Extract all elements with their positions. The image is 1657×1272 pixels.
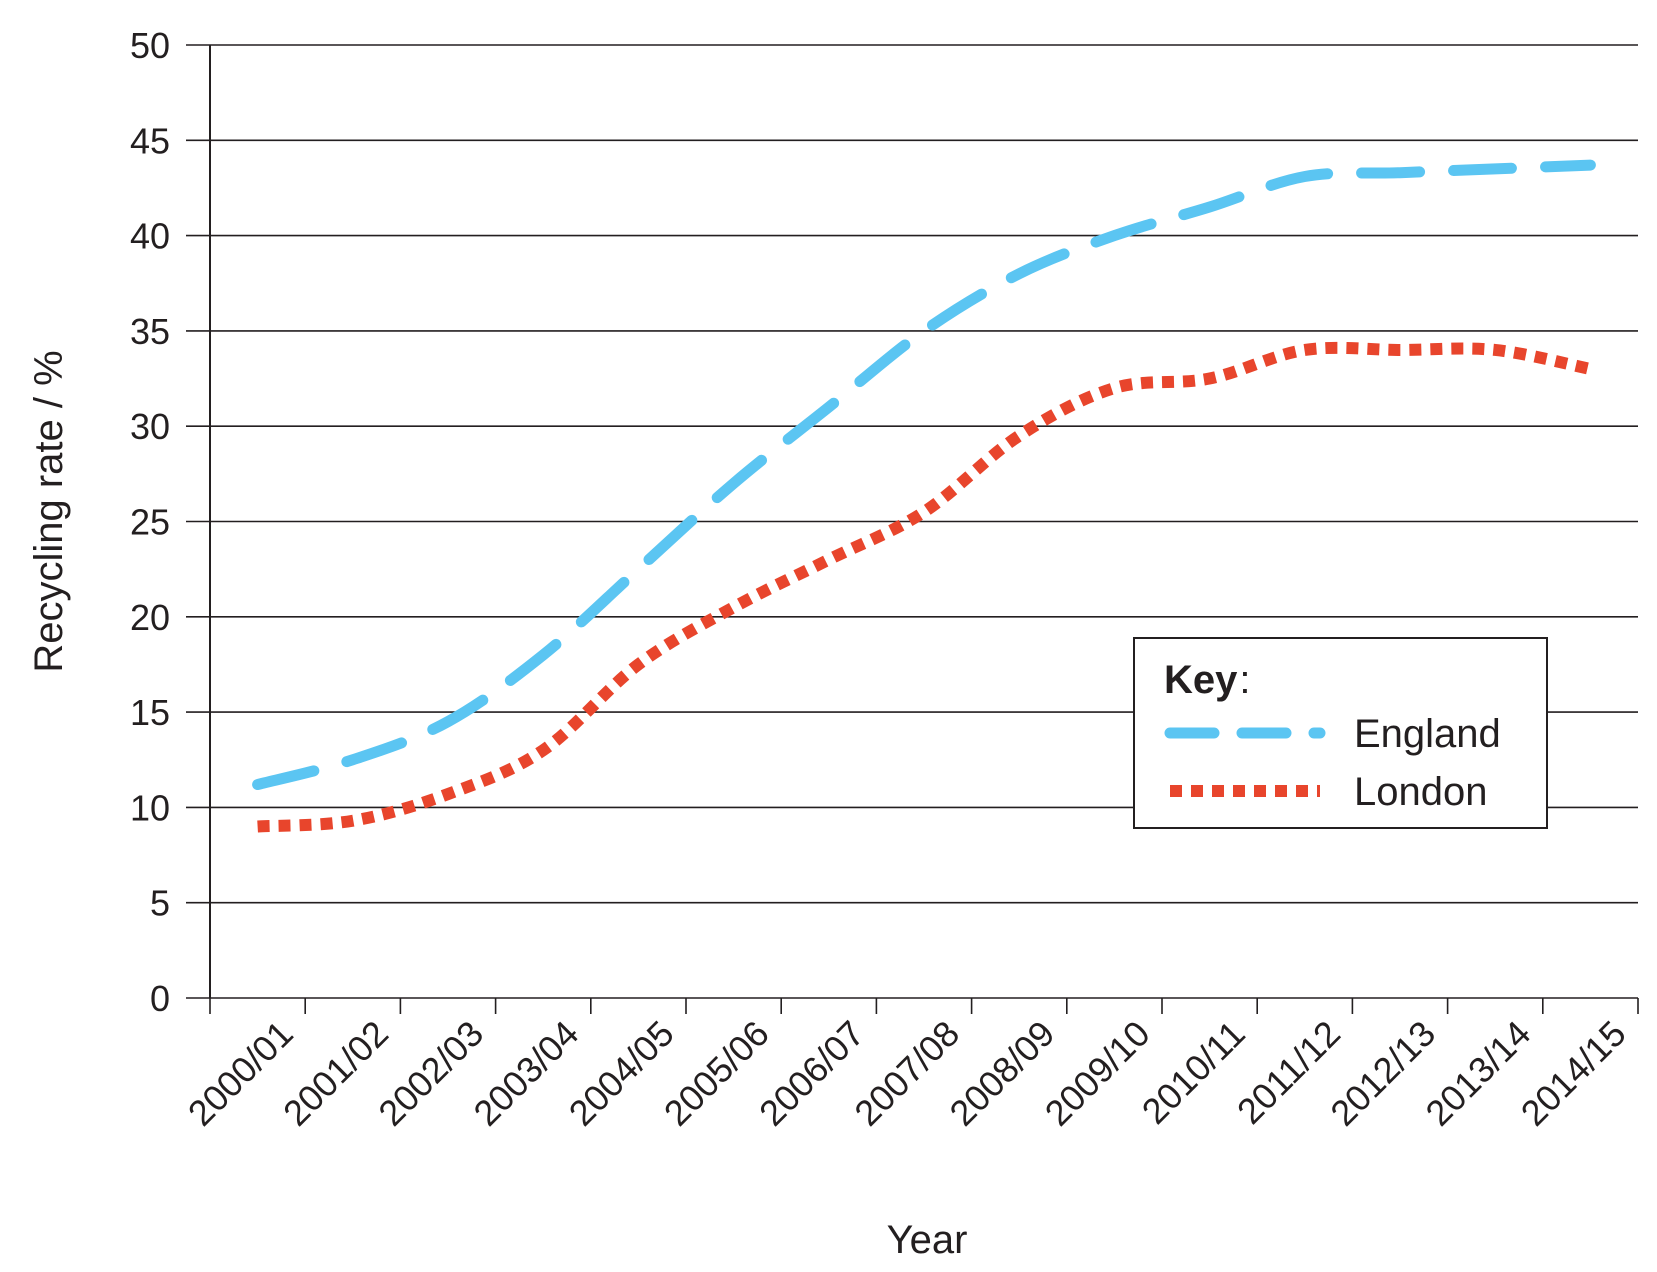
x-tick-label: 2013/14 <box>1417 1013 1538 1134</box>
legend-title-colon: : <box>1239 658 1250 702</box>
series-lines <box>252 159 1596 833</box>
y-axis-title: Recycling rate / % <box>27 350 71 672</box>
x-tick-label: 2004/05 <box>561 1013 682 1134</box>
y-tick-label: 25 <box>130 502 170 543</box>
x-tick-label: 2000/01 <box>180 1013 301 1134</box>
x-tick-label: 2012/13 <box>1322 1013 1443 1134</box>
x-tick-label: 2003/04 <box>465 1013 586 1134</box>
legend-label-england: England <box>1354 712 1501 756</box>
x-tick-label: 2010/11 <box>1134 1013 1253 1132</box>
y-tick-label: 0 <box>150 978 170 1019</box>
legend-label-london: London <box>1354 770 1487 814</box>
y-tick-label: 20 <box>130 597 170 638</box>
x-tick-label: 2005/06 <box>656 1013 777 1134</box>
x-axis-title: Year <box>887 1218 968 1262</box>
y-tick-label: 40 <box>130 216 170 257</box>
x-tick-label: 2006/07 <box>751 1013 872 1134</box>
y-tick-label: 50 <box>130 25 170 66</box>
y-tick-label: 45 <box>130 120 170 161</box>
y-tick-label: 35 <box>130 311 170 352</box>
y-tick-label: 10 <box>130 787 170 828</box>
x-tick-label: 2009/10 <box>1037 1013 1158 1134</box>
y-tick-label: 5 <box>150 883 170 924</box>
x-tick-label: 2014/15 <box>1513 1013 1634 1134</box>
x-tick-label: 2002/03 <box>370 1013 491 1134</box>
y-tick-label: 15 <box>130 692 170 733</box>
x-tick-label: 2001/02 <box>275 1013 396 1134</box>
legend: Key: England London <box>1133 637 1548 829</box>
london-series-line <box>257 341 1592 833</box>
legend-title: Key <box>1164 658 1238 702</box>
x-tick-label: 2007/08 <box>846 1013 967 1134</box>
x-tick-label: 2008/09 <box>941 1013 1062 1134</box>
y-tick-label: 30 <box>130 406 170 447</box>
england-series-line <box>252 159 1596 791</box>
